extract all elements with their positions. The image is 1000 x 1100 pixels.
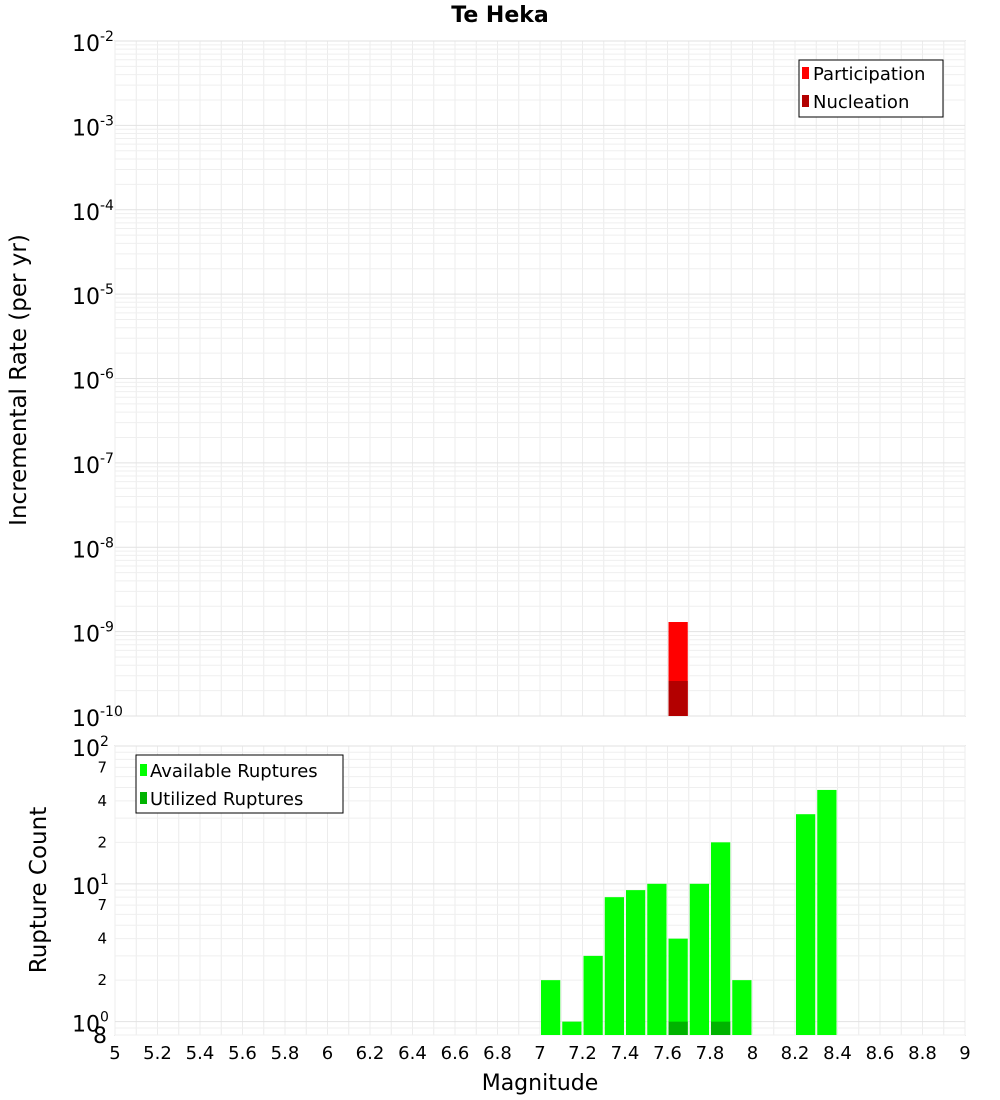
y-tick-label: 10-4: [72, 198, 114, 226]
y-tick-label: 10-5: [72, 282, 114, 310]
bar-available-ruptures: [668, 938, 688, 1035]
x-tick-label: 7.8: [696, 1043, 725, 1064]
legend-label-participation: Participation: [813, 64, 925, 85]
chart-title: Te Heka: [451, 3, 548, 28]
bar-nucleation: [668, 680, 688, 716]
x-tick-label: 8.8: [908, 1043, 937, 1064]
y-minor-tick-label: 4: [97, 792, 107, 810]
x-tick-label: 7.6: [653, 1043, 682, 1064]
magnitude-x-tick-labels: 5 5.2 5.4 5.6 5.8 6 6.2 6.4 6.6 6.8 7 7.2 7.4 7.6 7.8 8…: [109, 1043, 970, 1064]
bar-available-ruptures: [583, 955, 603, 1035]
y-minor-tick-label: 7: [97, 758, 107, 776]
bar-available-ruptures: [604, 897, 624, 1035]
legend-label-utilized: Utilized Ruptures: [150, 789, 303, 810]
y-minor-tick-label: 2: [97, 833, 107, 851]
x-tick-label: 7.2: [568, 1043, 597, 1064]
y-tick-label: 10-9: [72, 620, 114, 648]
x-tick-label: 6.2: [356, 1043, 385, 1064]
legend-label-available: Available Ruptures: [150, 761, 318, 782]
rate-plot-panel: 10-2 10-3 10-4 10-5 10-6 10-7 10-8 10-9 10-10 In…: [6, 29, 966, 732]
y-tick-label: 101: [72, 872, 109, 900]
x-tick-label: 6.4: [398, 1043, 427, 1064]
y-tick-label: 10-2: [72, 29, 114, 57]
y-tick-label: 10-10: [72, 704, 123, 732]
rate-plot-bars: [668, 622, 688, 716]
y-minor-tick-label: 2: [97, 971, 107, 989]
x-tick-label: 5.4: [186, 1043, 215, 1064]
bar-available-ruptures: [647, 883, 667, 1035]
y-minor-tick-label: 7: [97, 896, 107, 914]
bar-available-ruptures: [562, 1021, 582, 1035]
x-tick-label: 6: [322, 1043, 333, 1064]
rupture-legend-box: [135, 754, 344, 814]
rupture-count-panel: 102 101 100 7 4 2 7 4 2 8 5 5.2 5.4 5.6 5.8 6 6.2 6.4 6.6…: [26, 734, 971, 1096]
y-tick-label: 10-6: [72, 367, 114, 395]
legend-label-nucleation: Nucleation: [813, 92, 909, 113]
x-tick-label: 5: [109, 1043, 120, 1064]
y-minor-tick-label: 4: [97, 930, 107, 948]
y-tick-label: 10-8: [72, 535, 114, 563]
y-minor-tick-label: 8: [93, 1024, 107, 1049]
rupture-y-axis-label: Rupture Count: [26, 807, 52, 973]
y-tick-label: 102: [72, 734, 109, 762]
x-tick-label: 5.8: [271, 1043, 300, 1064]
rupture-plot-bars: [541, 789, 837, 1035]
y-tick-label: 10-7: [72, 451, 114, 479]
y-tick-label: 100: [72, 1010, 109, 1038]
x-tick-label: 8.6: [866, 1043, 895, 1064]
rate-y-tick-labels: 10-2 10-3 10-4 10-5 10-6 10-7 10-8 10-9 10-10: [72, 29, 123, 732]
bar-available-ruptures: [732, 980, 752, 1035]
rate-legend-box: [798, 59, 944, 118]
rate-legend: Participation Nucleation: [798, 59, 944, 118]
bar-available-ruptures: [541, 980, 561, 1035]
x-tick-label: 8: [747, 1043, 758, 1064]
x-tick-label: 6.8: [483, 1043, 512, 1064]
x-tick-label: 9: [959, 1043, 970, 1064]
bar-available-ruptures: [796, 814, 816, 1035]
bar-available-ruptures: [711, 842, 731, 1035]
bar-utilized-ruptures: [668, 1021, 688, 1035]
x-tick-label: 5.6: [228, 1043, 257, 1064]
x-tick-label: 5.2: [143, 1043, 172, 1064]
bar-available-ruptures: [689, 883, 709, 1035]
x-tick-label: 7.4: [611, 1043, 640, 1064]
y-tick-label: 10-3: [72, 113, 114, 141]
x-tick-label: 6.6: [441, 1043, 470, 1064]
rupture-y-tick-labels: 102 101 100 7 4 2 7 4 2 8: [72, 734, 109, 1049]
bar-available-ruptures: [626, 890, 646, 1035]
rate-plot-grid: [114, 40, 966, 717]
rate-y-axis-label: Incremental Rate (per yr): [6, 234, 32, 526]
rupture-legend: Available Ruptures Utilized Ruptures: [135, 754, 344, 814]
legend-swatch-available: [140, 764, 147, 776]
bar-utilized-ruptures: [711, 1021, 731, 1035]
legend-swatch-participation: [802, 67, 809, 79]
x-tick-label: 8.2: [781, 1043, 810, 1064]
bar-available-ruptures: [817, 789, 837, 1035]
legend-swatch-nucleation: [802, 95, 809, 107]
x-tick-label: 7: [534, 1043, 545, 1064]
x-tick-label: 8.4: [823, 1043, 852, 1064]
legend-swatch-utilized: [140, 792, 147, 804]
x-axis-label: Magnitude: [482, 1071, 599, 1096]
